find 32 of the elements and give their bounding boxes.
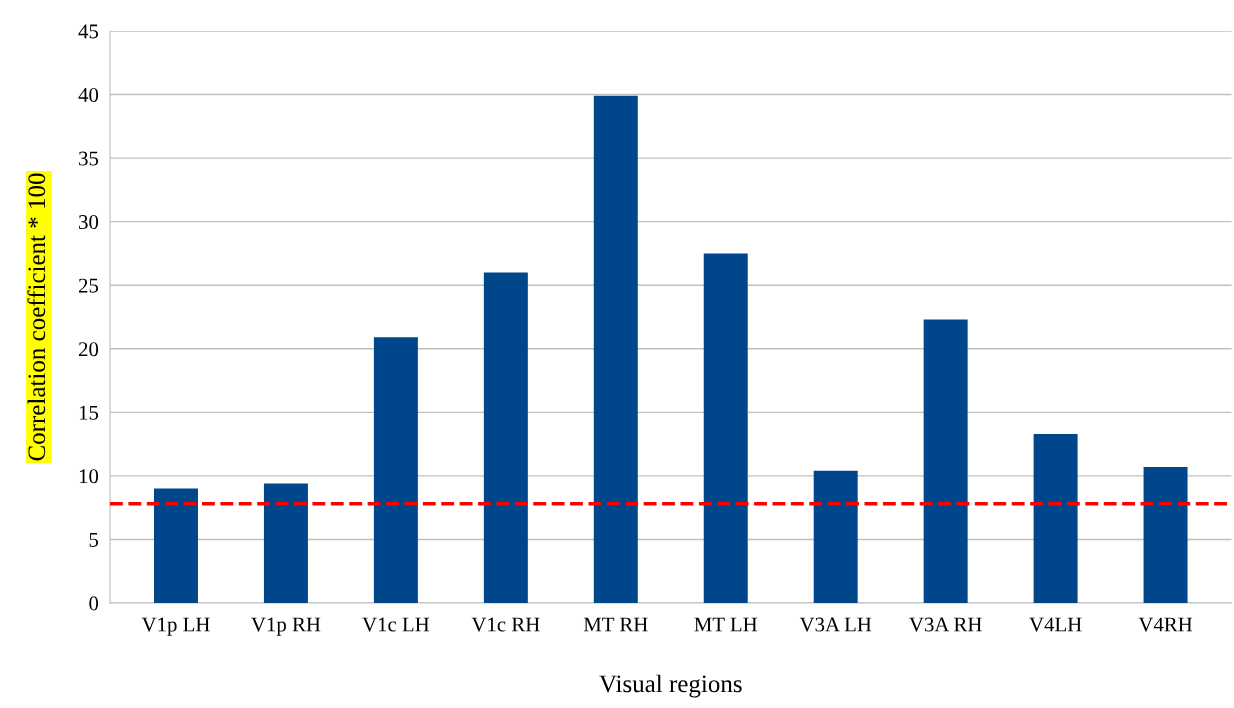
y-tick-label: 30 <box>79 215 99 230</box>
bar <box>373 337 418 603</box>
x-tick-label: V3A LH <box>799 617 872 632</box>
y-tick-label: 45 <box>78 24 99 39</box>
x-tick-label: V1c LH <box>362 617 430 632</box>
bar <box>923 319 968 603</box>
bar <box>813 470 858 603</box>
x-tick-label: V1p LH <box>141 617 210 636</box>
y-tick-label: 0 <box>89 596 99 611</box>
y-tick-label: 40 <box>78 87 99 102</box>
y-tick-label: 5 <box>89 533 99 547</box>
x-tick-label: MT RH <box>583 617 648 632</box>
bar <box>593 95 638 603</box>
y-tick-label: 20 <box>78 342 99 357</box>
x-tick-label: V1p RH <box>251 617 321 636</box>
y-tick-label: 15 <box>79 405 99 420</box>
y-tick-label: 25 <box>78 278 99 293</box>
bar <box>703 253 748 603</box>
x-axis-title: Visual regions <box>599 674 742 698</box>
x-tick-label: V3A RH <box>909 617 982 632</box>
bar <box>263 483 308 603</box>
bar <box>1033 433 1078 603</box>
x-tick-label: V4LH <box>1029 617 1082 632</box>
x-tick-label: V4RH <box>1138 617 1193 632</box>
bar <box>153 488 198 603</box>
y-tick-label: 35 <box>79 151 99 166</box>
x-tick-label: MT LH <box>694 617 758 632</box>
x-tick-label: V1c RH <box>471 617 540 632</box>
bar <box>1143 466 1188 603</box>
y-axis-title: Correlation coefficient * 100 <box>27 173 46 461</box>
y-tick-label: 10 <box>79 469 99 484</box>
bar <box>483 272 528 603</box>
